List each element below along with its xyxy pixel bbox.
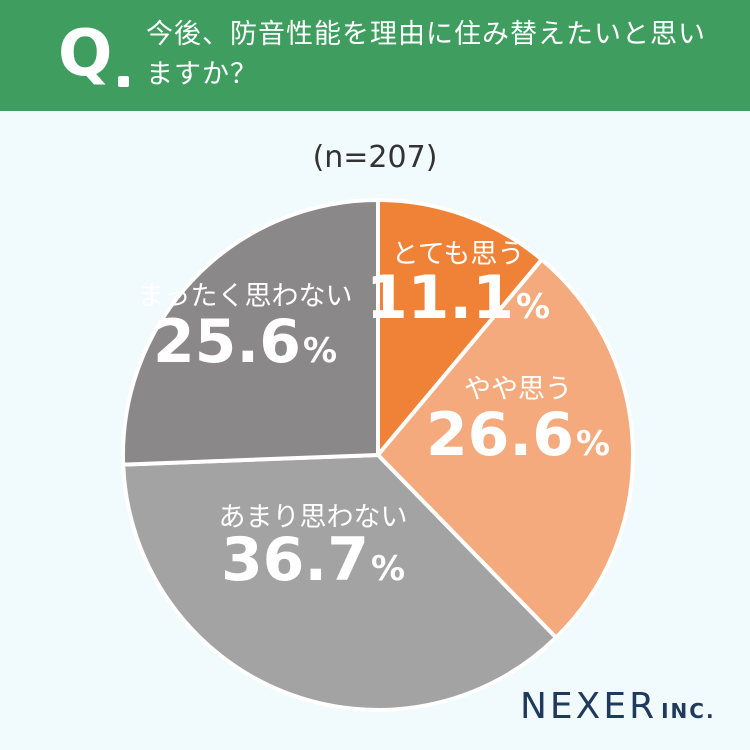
nexer-logo: NEXER INC. xyxy=(520,686,716,727)
slice-label: とても思う xyxy=(392,239,525,270)
slice-value-label: 36.7% xyxy=(221,525,405,595)
q-dot-decoration xyxy=(118,76,129,87)
logo-suffix: INC. xyxy=(661,699,716,723)
slice-totemo-omou xyxy=(376,198,544,457)
slice-amari-omowanai xyxy=(121,453,559,712)
question-header: Q 今後、防音性能を理由に住み替えたいと思いますか？ xyxy=(0,0,750,111)
slice-value-label: 11.1% xyxy=(366,263,550,333)
slice-label: まったく思わない xyxy=(138,281,353,312)
slice-label: やや思う xyxy=(464,374,572,405)
slice-label: あまり思わない xyxy=(219,502,408,533)
question-text: 今後、防音性能を理由に住み替えたいと思いますか？ xyxy=(146,19,706,90)
slice-value-label: 25.6% xyxy=(153,307,337,377)
slice-mattaku-omowanai xyxy=(121,198,380,467)
slice-yaya-omou xyxy=(376,257,635,640)
slice-value-label: 26.6% xyxy=(426,400,610,470)
sample-size: (n=207) xyxy=(312,140,438,175)
logo-main: NEXER xyxy=(520,686,658,727)
q-mark: Q xyxy=(58,17,113,91)
